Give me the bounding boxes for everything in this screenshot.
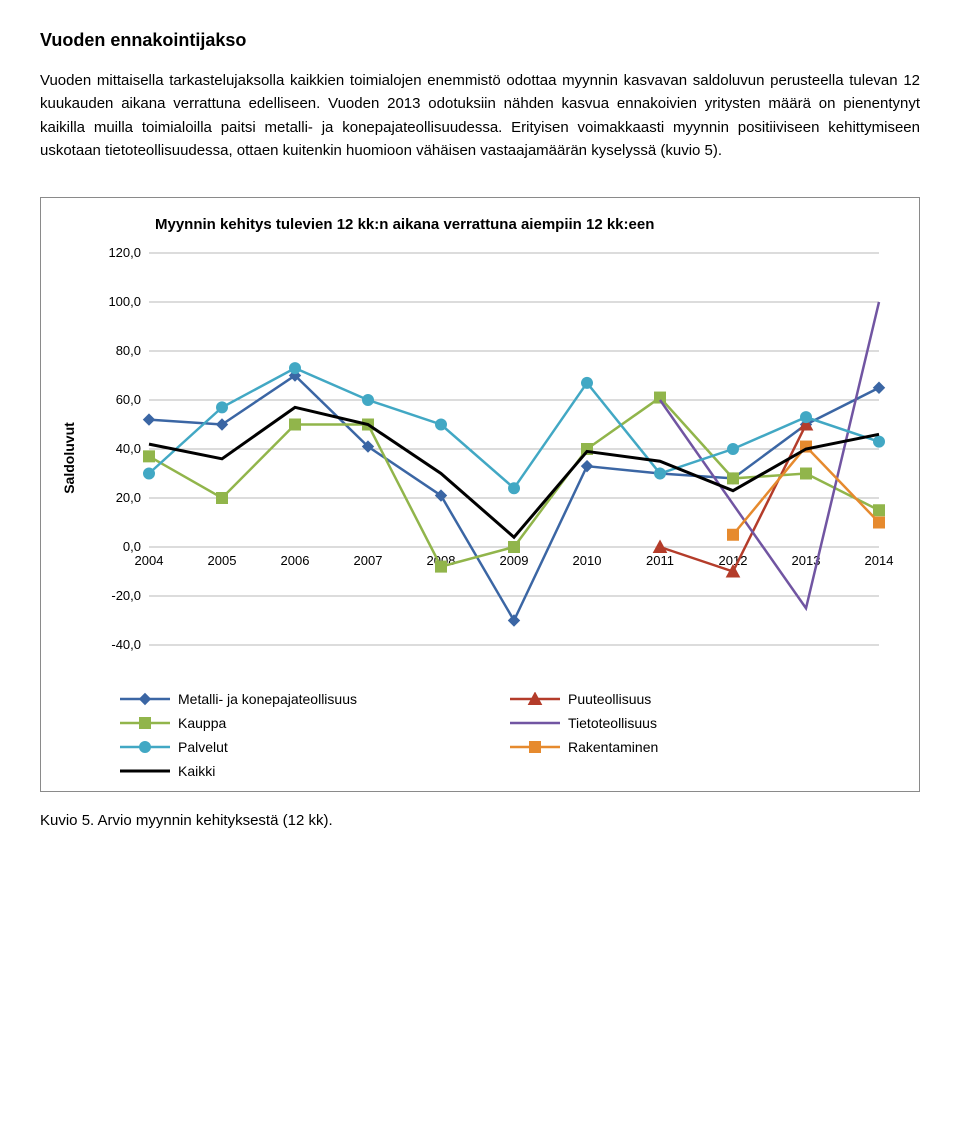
- svg-text:2011: 2011: [646, 553, 674, 568]
- legend-item: Puuteollisuus: [510, 691, 820, 707]
- svg-text:2010: 2010: [573, 553, 602, 568]
- chart-container: Myynnin kehitys tulevien 12 kk:n aikana …: [40, 197, 920, 792]
- legend-item: Tietoteollisuus: [510, 715, 820, 731]
- legend-item: Rakentaminen: [510, 739, 820, 755]
- svg-text:2009: 2009: [500, 553, 529, 568]
- heading: Vuoden ennakointijakso: [40, 30, 920, 51]
- svg-text:120,0: 120,0: [108, 245, 141, 260]
- chart-title: Myynnin kehitys tulevien 12 kk:n aikana …: [155, 216, 905, 233]
- y-axis-label: Saldoluvut: [61, 422, 77, 494]
- svg-text:40,0: 40,0: [116, 441, 141, 456]
- svg-text:-20,0: -20,0: [111, 588, 141, 603]
- legend-item: Metalli- ja konepajateollisuus: [120, 691, 430, 707]
- legend-label: Kauppa: [178, 715, 226, 731]
- legend-label: Palvelut: [178, 739, 228, 755]
- legend-label: Kaikki: [178, 763, 215, 779]
- svg-text:2014: 2014: [865, 553, 894, 568]
- intro-paragraph: Vuoden mittaisella tarkastelujaksolla ka…: [40, 69, 920, 162]
- svg-text:2007: 2007: [354, 553, 383, 568]
- legend-item: Kaikki: [120, 763, 430, 779]
- legend-item: Kauppa: [120, 715, 430, 731]
- svg-text:-40,0: -40,0: [111, 637, 141, 652]
- svg-text:80,0: 80,0: [116, 343, 141, 358]
- legend-label: Rakentaminen: [568, 739, 658, 755]
- svg-text:60,0: 60,0: [116, 392, 141, 407]
- svg-text:100,0: 100,0: [108, 294, 141, 309]
- legend-label: Metalli- ja konepajateollisuus: [178, 691, 357, 707]
- chart-plot: -40,0 -20,0 0,0 20,0 40,0 60,0 80,0 100,0 120,0 2…: [83, 243, 905, 673]
- svg-text:20,0: 20,0: [116, 490, 141, 505]
- legend-label: Tietoteollisuus: [568, 715, 657, 731]
- svg-text:2006: 2006: [281, 553, 310, 568]
- svg-text:2004: 2004: [135, 553, 164, 568]
- legend-item: Palvelut: [120, 739, 430, 755]
- legend-label: Puuteollisuus: [568, 691, 651, 707]
- figure-caption: Kuvio 5. Arvio myynnin kehityksestä (12 …: [40, 812, 920, 829]
- chart-legend: Metalli- ja konepajateollisuus Puuteollis…: [120, 691, 820, 779]
- svg-text:0,0: 0,0: [123, 539, 141, 554]
- svg-text:2005: 2005: [208, 553, 237, 568]
